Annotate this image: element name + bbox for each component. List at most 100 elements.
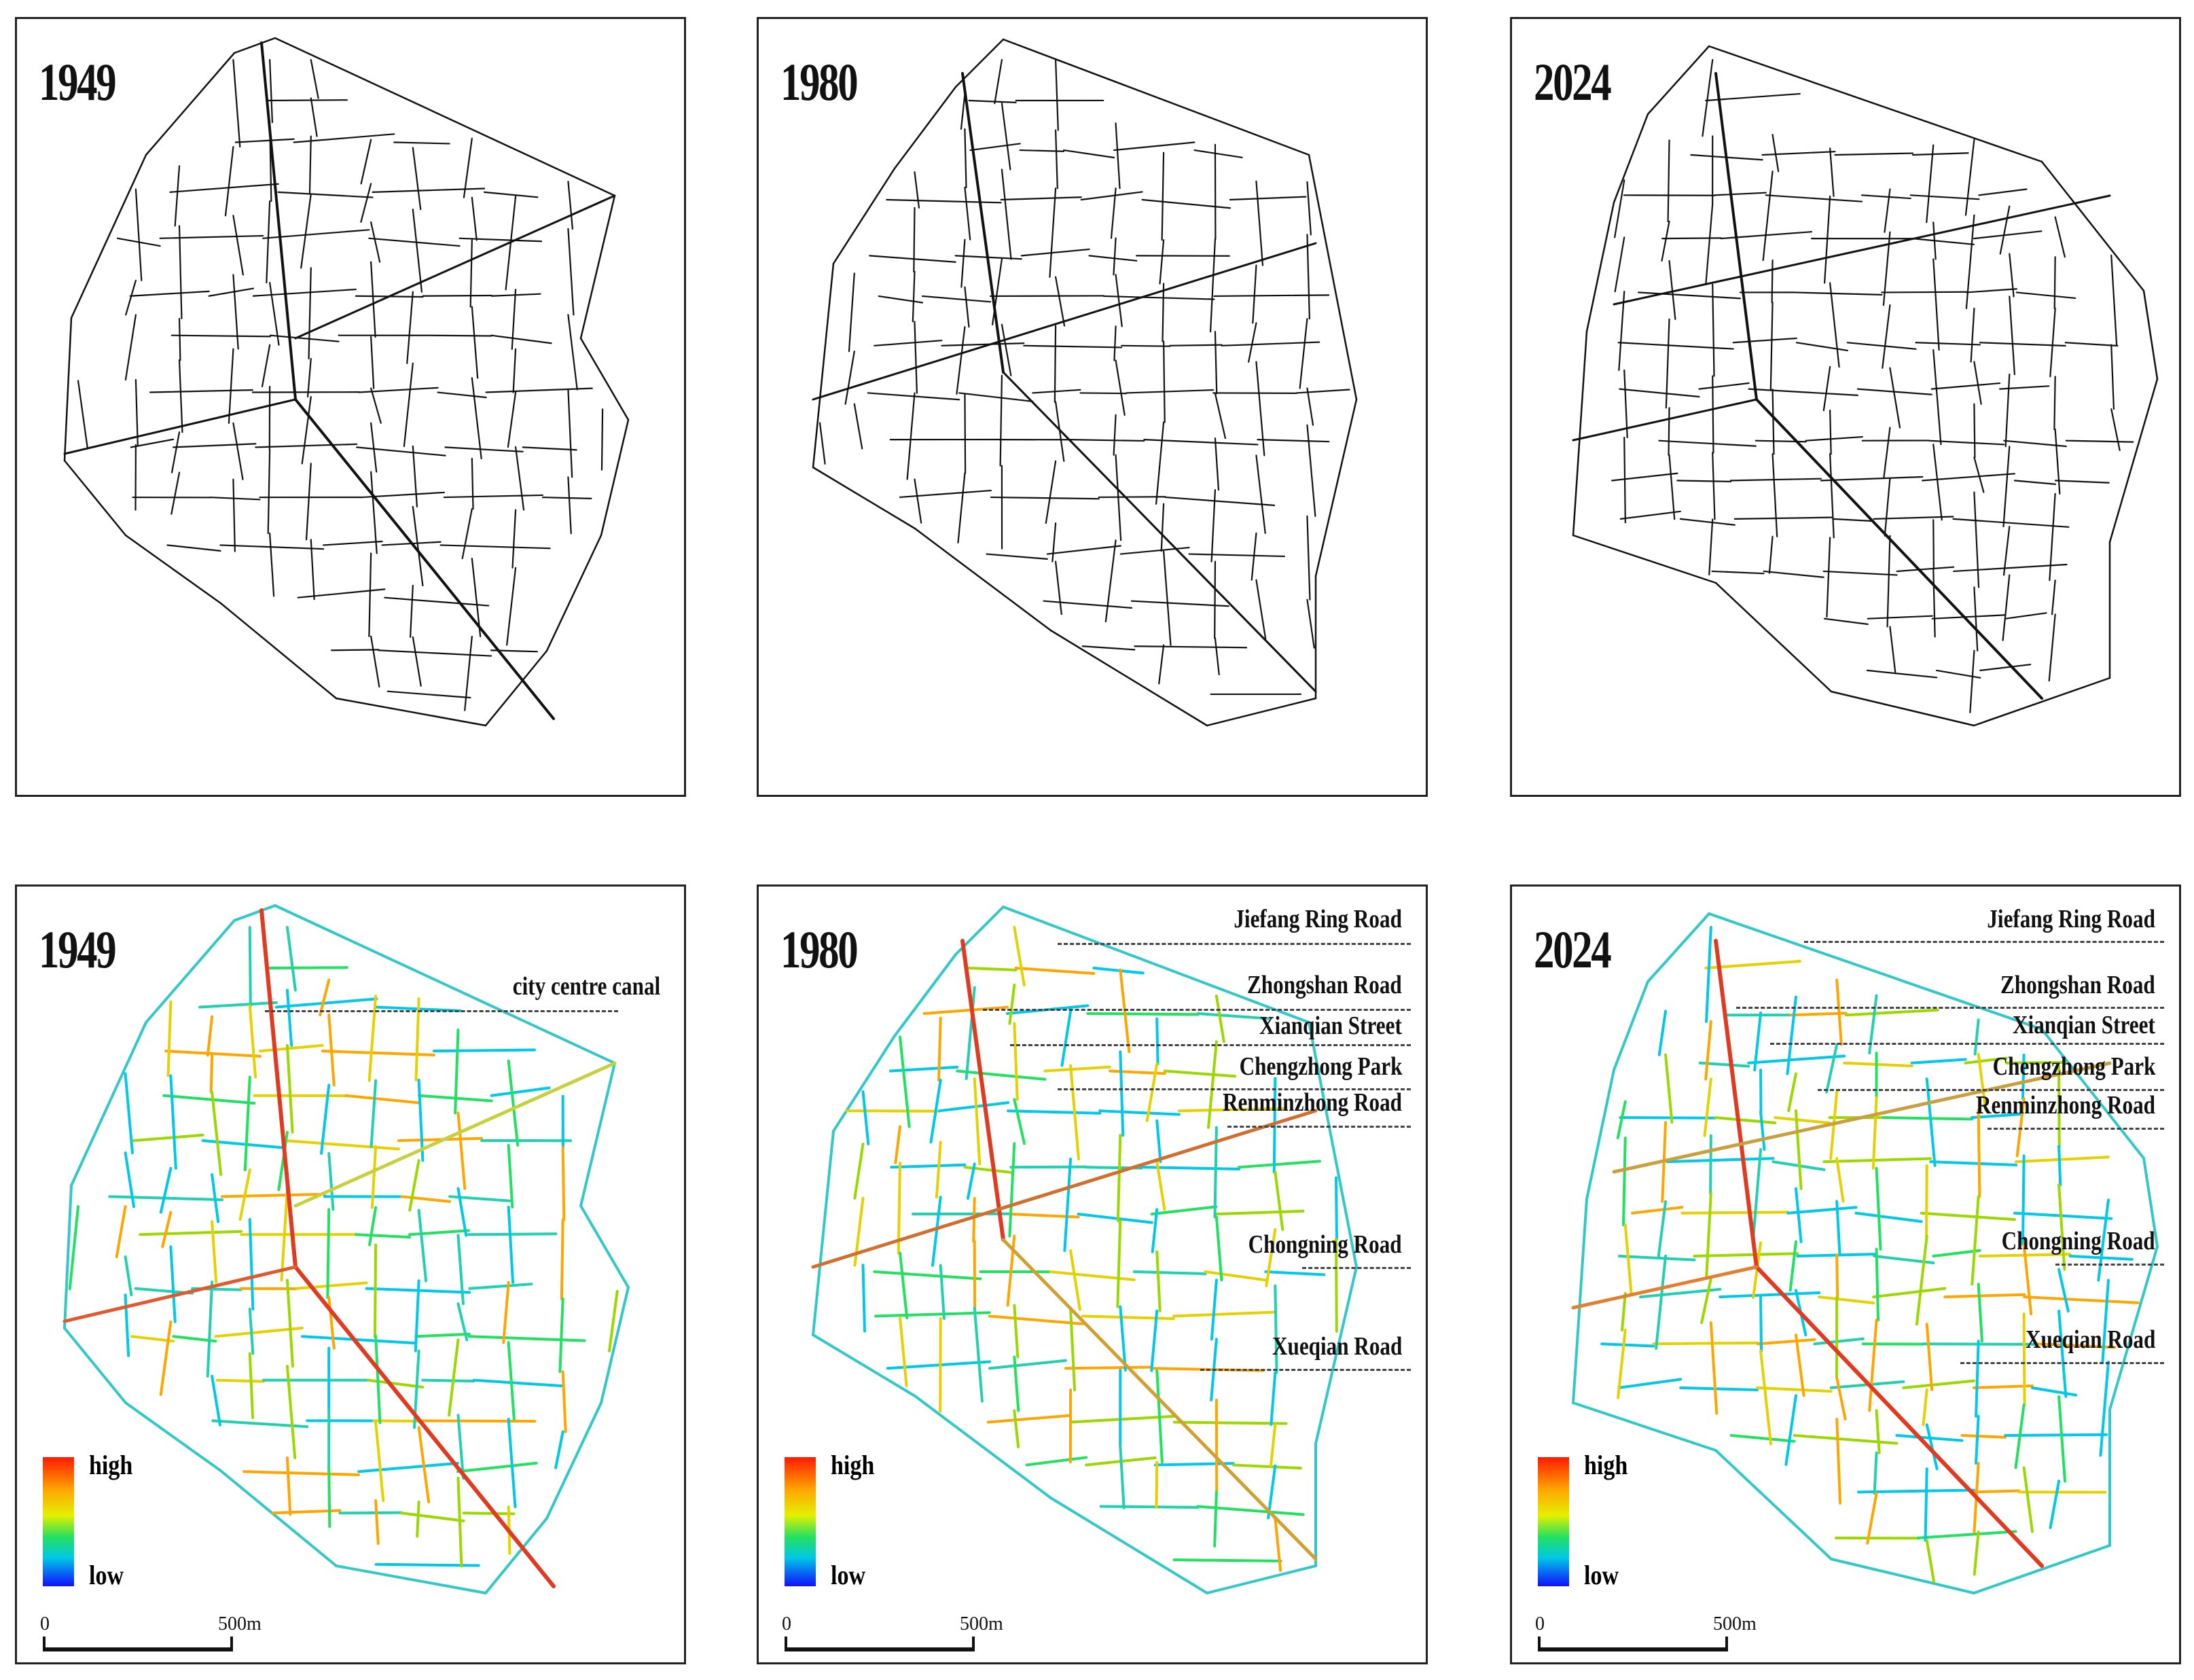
- street-segment: [1159, 239, 1165, 285]
- street-segment: [1023, 344, 1123, 348]
- street-segment: [2057, 1065, 2061, 1148]
- street-segment: [471, 377, 482, 460]
- street-segment: [170, 334, 272, 338]
- street-segment: [310, 97, 318, 137]
- street-segment: [1062, 149, 1115, 159]
- street-segment: [2110, 254, 2118, 346]
- street-segment: [1700, 1277, 1712, 1324]
- street-segment: [1001, 102, 1011, 171]
- street-segment: [220, 1192, 326, 1198]
- ring-road-segment: [1049, 1497, 1208, 1594]
- street-segment: [935, 1141, 942, 1199]
- street-segment: [890, 1163, 967, 1169]
- street-segment: [844, 351, 855, 405]
- street-segment: [367, 1378, 425, 1389]
- street-segment: [1295, 389, 1350, 394]
- street-segment: [208, 287, 255, 297]
- street-segment: [178, 317, 181, 361]
- leader-line: [1010, 1044, 1411, 1046]
- street-segment: [1909, 194, 1980, 200]
- street-segment: [1774, 1116, 1831, 1125]
- year-label: 2024: [1534, 52, 1612, 111]
- leader-line: [1818, 1089, 2164, 1091]
- street-segment: [159, 234, 264, 239]
- street-segment: [2064, 342, 2119, 347]
- street-segment: [1786, 995, 1797, 1075]
- street-segment: [2049, 1480, 2061, 1529]
- street-segment: [355, 1233, 412, 1239]
- street-segment: [1822, 570, 1898, 576]
- street-segment: [172, 443, 257, 448]
- street-segment: [1932, 444, 1943, 521]
- main-road: [1001, 1238, 1318, 1561]
- street-segment: [130, 438, 175, 448]
- street-segment: [1113, 325, 1117, 361]
- main-road: [294, 398, 555, 720]
- ring-road-segment: [2108, 378, 2159, 543]
- road-network-1949-colored: [62, 904, 630, 1594]
- street-segment: [1125, 389, 1215, 394]
- street-segment: [372, 187, 486, 193]
- street-segment: [1708, 518, 1714, 576]
- street-segment: [132, 1133, 204, 1143]
- street-segment: [372, 1419, 422, 1423]
- color-ramp: [1538, 1457, 1569, 1586]
- street-segment: [1668, 407, 1670, 456]
- street-segment: [2049, 493, 2056, 582]
- ring-road-segment: [600, 1286, 630, 1404]
- street-segment: [897, 1161, 902, 1255]
- ring-road-segment: [219, 602, 338, 700]
- scale-tick: [230, 1637, 233, 1649]
- street-segment: [1013, 1304, 1020, 1359]
- street-segment: [1679, 1386, 1759, 1392]
- street-segment: [1680, 1211, 1790, 1215]
- street-segment: [2054, 480, 2110, 484]
- street-segment: [2054, 428, 2061, 495]
- street-segment: [1046, 545, 1121, 555]
- street-segment: [969, 143, 1021, 151]
- street-segment: [412, 147, 422, 211]
- street-segment: [1215, 1209, 1305, 1216]
- street-segment: [1818, 1295, 1875, 1304]
- main-road: [62, 1265, 298, 1323]
- street-segment: [558, 1297, 564, 1374]
- street-segment: [456, 1461, 538, 1473]
- scale-line: [785, 1647, 975, 1651]
- street-segment: [1860, 194, 1911, 200]
- legend-high-label: high: [1584, 1450, 1628, 1480]
- street-segment: [295, 1281, 368, 1290]
- street-segment: [1631, 1206, 1684, 1215]
- street-segment: [1709, 1321, 1719, 1415]
- street-segment: [914, 321, 918, 394]
- street-segment: [1971, 1195, 1980, 1286]
- street-segment: [1977, 1283, 1983, 1343]
- road-network-2024-colored: [1571, 912, 2159, 1594]
- street-segment: [228, 348, 234, 424]
- street-segment: [255, 443, 358, 448]
- street-segment: [1822, 365, 1831, 412]
- street-segment: [964, 186, 971, 240]
- street-segment: [914, 478, 922, 524]
- street-segment: [1248, 322, 1257, 363]
- street-segment: [1098, 1109, 1181, 1116]
- street-segment: [1915, 342, 1981, 346]
- street-segment: [1761, 151, 1836, 156]
- street-segment: [1214, 437, 1220, 491]
- street-segment: [370, 221, 381, 263]
- main-road: [961, 72, 1005, 374]
- street-segment: [1805, 435, 1863, 442]
- street-segment: [1835, 1417, 1842, 1505]
- street-segment: [2009, 296, 2016, 376]
- street-segment: [1875, 1409, 1881, 1454]
- street-segment: [1132, 1270, 1207, 1275]
- street-segment: [386, 690, 471, 699]
- ring-road-segment: [2108, 1245, 2159, 1411]
- street-segment: [490, 1086, 551, 1097]
- street-segment: [206, 1281, 214, 1378]
- street-segment: [1964, 1056, 2008, 1065]
- street-segment: [1110, 187, 1117, 239]
- street-segment: [1081, 645, 1136, 651]
- street-segment: [471, 306, 479, 379]
- street-segment: [1868, 1319, 1878, 1412]
- street-segment: [330, 649, 380, 651]
